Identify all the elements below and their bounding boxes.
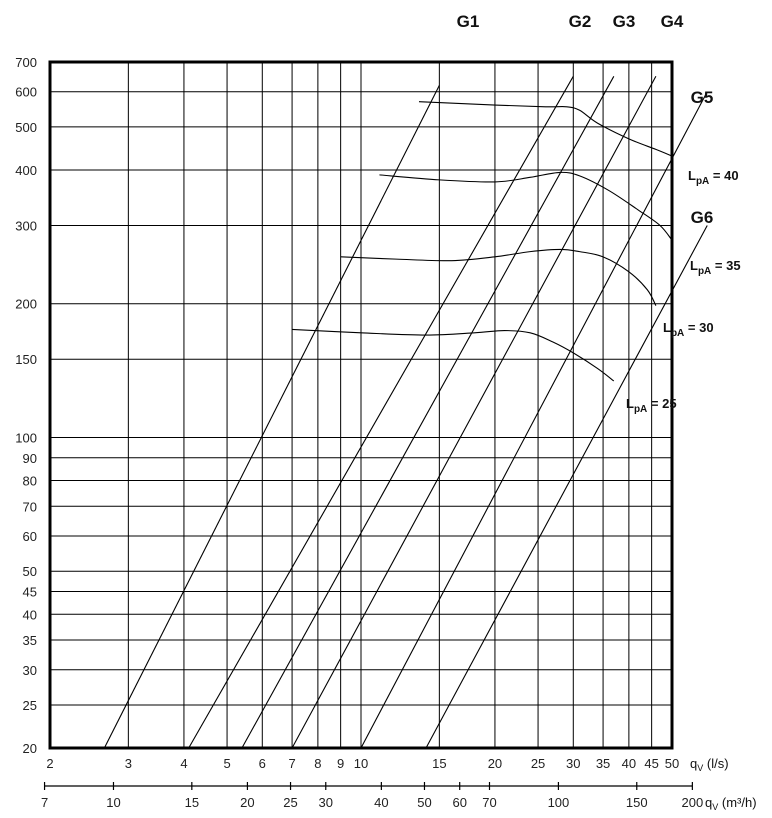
x2-tick-label: 100	[548, 795, 570, 810]
y-tick-label: 35	[23, 633, 37, 648]
y-tick-labels: 20 25 30 35 40 45 50 60 70 80 90 100 150 200 300 400 500…	[15, 55, 37, 756]
x-tick-label: 7	[288, 756, 295, 771]
series-line-g5	[360, 91, 708, 749]
plot-frame	[48, 60, 674, 750]
x2-tick-label: 25	[283, 795, 297, 810]
x2-tick-label: 15	[185, 795, 199, 810]
axis-units: qV (l/s) qV (m³/h)	[690, 756, 757, 812]
series-label-g3: G3	[613, 12, 636, 31]
series-label-g2: G2	[569, 12, 592, 31]
x2-tick-label: 50	[417, 795, 431, 810]
y-tick-label: 80	[23, 474, 37, 489]
x-tick-label: 30	[566, 756, 580, 771]
lpa-labels: LpA = 40 LpA = 35 LpA = 30 LpA = 25	[626, 168, 741, 415]
x-tick-label: 4	[180, 756, 187, 771]
noise-curve-1	[379, 171, 673, 241]
x-tick-label: 25	[531, 756, 545, 771]
x2-tick-label: 30	[319, 795, 333, 810]
series-label-g1: G1	[457, 12, 480, 31]
series-label-g5: G5	[691, 88, 714, 107]
series-line-g1	[103, 85, 440, 749]
x2-tick-label: 70	[482, 795, 496, 810]
y-tick-label: 200	[15, 297, 37, 312]
y-tick-label: 600	[15, 85, 37, 100]
x-tick-label: 45	[644, 756, 658, 771]
x-tick-label: 35	[596, 756, 610, 771]
lpa-label: LpA = 25	[626, 396, 677, 415]
y-tick-label: 60	[23, 529, 37, 544]
x2-tick-label: 60	[452, 795, 466, 810]
y-tick-label: 500	[15, 120, 37, 135]
series-labels: G1 G2 G3 G4 G5 G6	[457, 12, 714, 227]
x-tick-label: 3	[125, 756, 132, 771]
y-tick-label: 300	[15, 218, 37, 233]
series-label-g6: G6	[691, 208, 714, 227]
series-line-g4	[291, 76, 657, 749]
noise-curve-2	[340, 248, 657, 306]
x-tick-label: 40	[622, 756, 636, 771]
y-tick-label: 20	[23, 741, 37, 756]
lpa-label: LpA = 40	[688, 168, 739, 187]
duct-lines	[103, 76, 708, 749]
x2-tick-label: 10	[106, 795, 120, 810]
series-line-g6	[425, 225, 708, 749]
x-tick-label: 6	[259, 756, 266, 771]
x-tick-label: 5	[223, 756, 230, 771]
y-tick-label: 30	[23, 663, 37, 678]
x2-tick-label: 200	[682, 795, 704, 810]
grid-lines	[49, 61, 673, 749]
y-tick-label: 70	[23, 499, 37, 514]
y-tick-label: 50	[23, 564, 37, 579]
x-tick-label: 15	[432, 756, 446, 771]
y-tick-label: 100	[15, 430, 37, 445]
y-tick-label: 90	[23, 451, 37, 466]
lpa-label: LpA = 30	[663, 320, 714, 339]
series-line-g2	[188, 76, 574, 749]
y-tick-label: 400	[15, 163, 37, 178]
x2-axis: 7 10 15 20 25 30 40 50 60 70 100 150 200	[41, 782, 703, 810]
x-tick-label: 9	[337, 756, 344, 771]
x-tick-label: 8	[314, 756, 321, 771]
x2-axis-unit-label: qV (m³/h)	[705, 795, 757, 812]
noise-curve-3	[292, 328, 615, 382]
x-tick-labels: 2 3 4 5 6 7 8 9 10 15 20 25 30 35 40 45 50	[46, 756, 679, 771]
y-tick-label: 25	[23, 698, 37, 713]
x2-tick-label: 20	[240, 795, 254, 810]
noise-curves	[292, 101, 673, 382]
x-tick-label: 10	[354, 756, 368, 771]
noise-curve-0	[418, 101, 673, 157]
x2-tick-label: 150	[626, 795, 648, 810]
x2-tick-label: 7	[41, 795, 48, 810]
y-tick-label: 40	[23, 607, 37, 622]
x2-tick-label: 40	[374, 795, 388, 810]
y-tick-label: 45	[23, 585, 37, 600]
series-label-g4: G4	[661, 12, 684, 31]
lpa-label: LpA = 35	[690, 258, 741, 277]
x-tick-label: 20	[488, 756, 502, 771]
series-line-g3	[241, 76, 615, 749]
x-axis-unit-label: qV (l/s)	[690, 756, 729, 773]
y-tick-label: 150	[15, 352, 37, 367]
x-tick-label: 2	[46, 756, 53, 771]
y-tick-label: 700	[15, 55, 37, 70]
x-tick-label: 50	[665, 756, 679, 771]
